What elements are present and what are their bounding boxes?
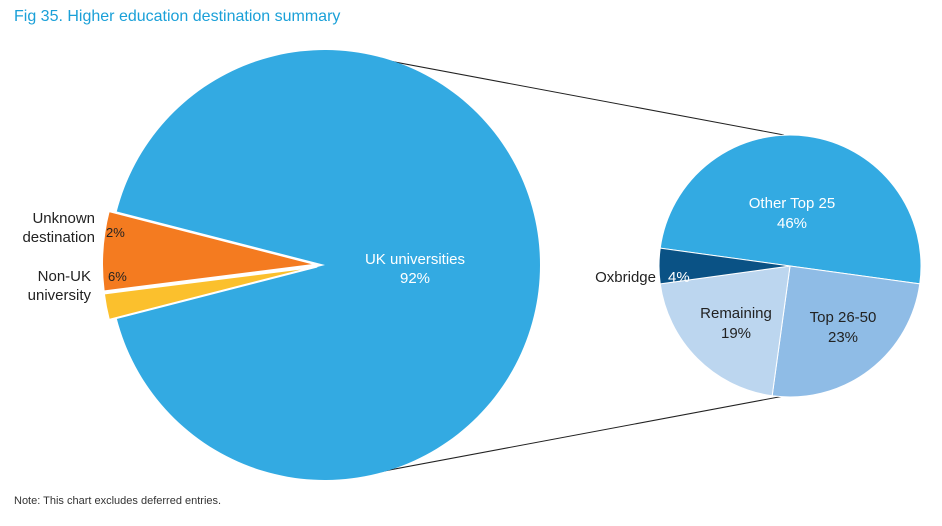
slice-label-nonuk-value: 6% — [108, 269, 127, 284]
slice-label-oxbridge-name: Oxbridge — [595, 269, 656, 286]
pie-slice-non-uk-university[interactable] — [101, 209, 318, 293]
pie-slice-remaining[interactable] — [659, 265, 791, 397]
pie-slice-oxbridge[interactable] — [658, 247, 791, 285]
slice-label-nonuk-name-line2: university — [28, 287, 92, 304]
pie-slice-uk-universities[interactable] — [116, 49, 540, 480]
connector-line-bottom — [367, 395, 785, 475]
slice-label-unknown-name-line1: Unknown — [32, 210, 95, 227]
slice-label-other-top-25-value: 46% — [777, 215, 807, 232]
slice-label-remaining-name: Remaining — [700, 305, 772, 322]
pie-slice-unknown-destination[interactable] — [102, 265, 318, 322]
connector-line-top — [367, 56, 785, 136]
slice-label-top-26-50-name: Top 26-50 — [810, 309, 877, 326]
slice-label-uk-value: 92% — [400, 270, 430, 287]
slice-label-other-top-25-name: Other Top 25 — [749, 195, 835, 212]
chart-title: Fig 35. Higher education destination sum… — [14, 8, 341, 25]
slice-label-uk-name: UK universities — [365, 251, 465, 268]
slice-label-remaining-value: 19% — [721, 325, 751, 342]
slice-label-top-26-50-value: 23% — [828, 329, 858, 346]
chart-note: Note: This chart excludes deferred entri… — [14, 495, 222, 507]
slice-label-unknown-value: 2% — [106, 225, 125, 240]
slice-label-oxbridge-value: 4% — [668, 269, 690, 286]
pie-slice-top-26-50[interactable] — [771, 265, 921, 398]
pie-slice-other-top-25[interactable] — [659, 134, 922, 285]
slice-label-nonuk-name-line1: Non-UK — [38, 268, 91, 285]
slice-label-unknown-name-line2: destination — [22, 229, 95, 246]
